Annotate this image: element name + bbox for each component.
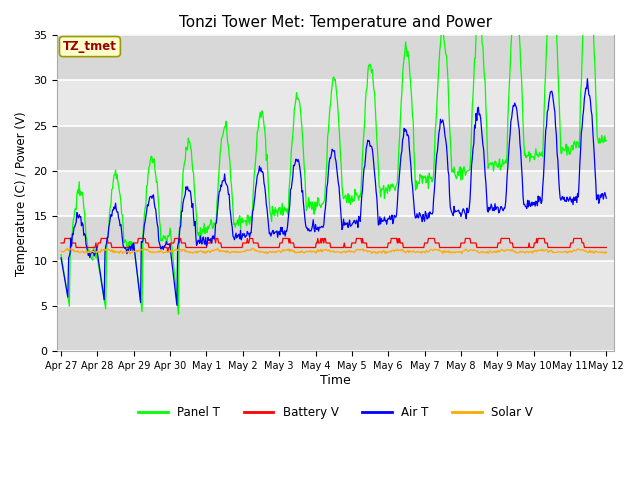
Bar	[58, 126, 614, 171]
X-axis label: Time: Time	[320, 374, 351, 387]
Y-axis label: Temperature (C) / Power (V): Temperature (C) / Power (V)	[15, 111, 28, 276]
Bar	[58, 81, 614, 126]
Bar	[58, 261, 614, 306]
Bar	[58, 306, 614, 351]
Text: TZ_tmet: TZ_tmet	[63, 40, 117, 53]
Legend: Panel T, Battery V, Air T, Solar V: Panel T, Battery V, Air T, Solar V	[134, 401, 538, 424]
Title: Tonzi Tower Met: Temperature and Power: Tonzi Tower Met: Temperature and Power	[179, 15, 492, 30]
Bar	[58, 171, 614, 216]
Bar	[58, 36, 614, 81]
Bar	[58, 216, 614, 261]
